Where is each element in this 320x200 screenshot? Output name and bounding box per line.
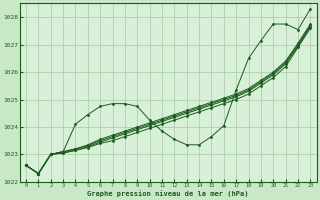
X-axis label: Graphe pression niveau de la mer (hPa): Graphe pression niveau de la mer (hPa) <box>87 190 249 197</box>
